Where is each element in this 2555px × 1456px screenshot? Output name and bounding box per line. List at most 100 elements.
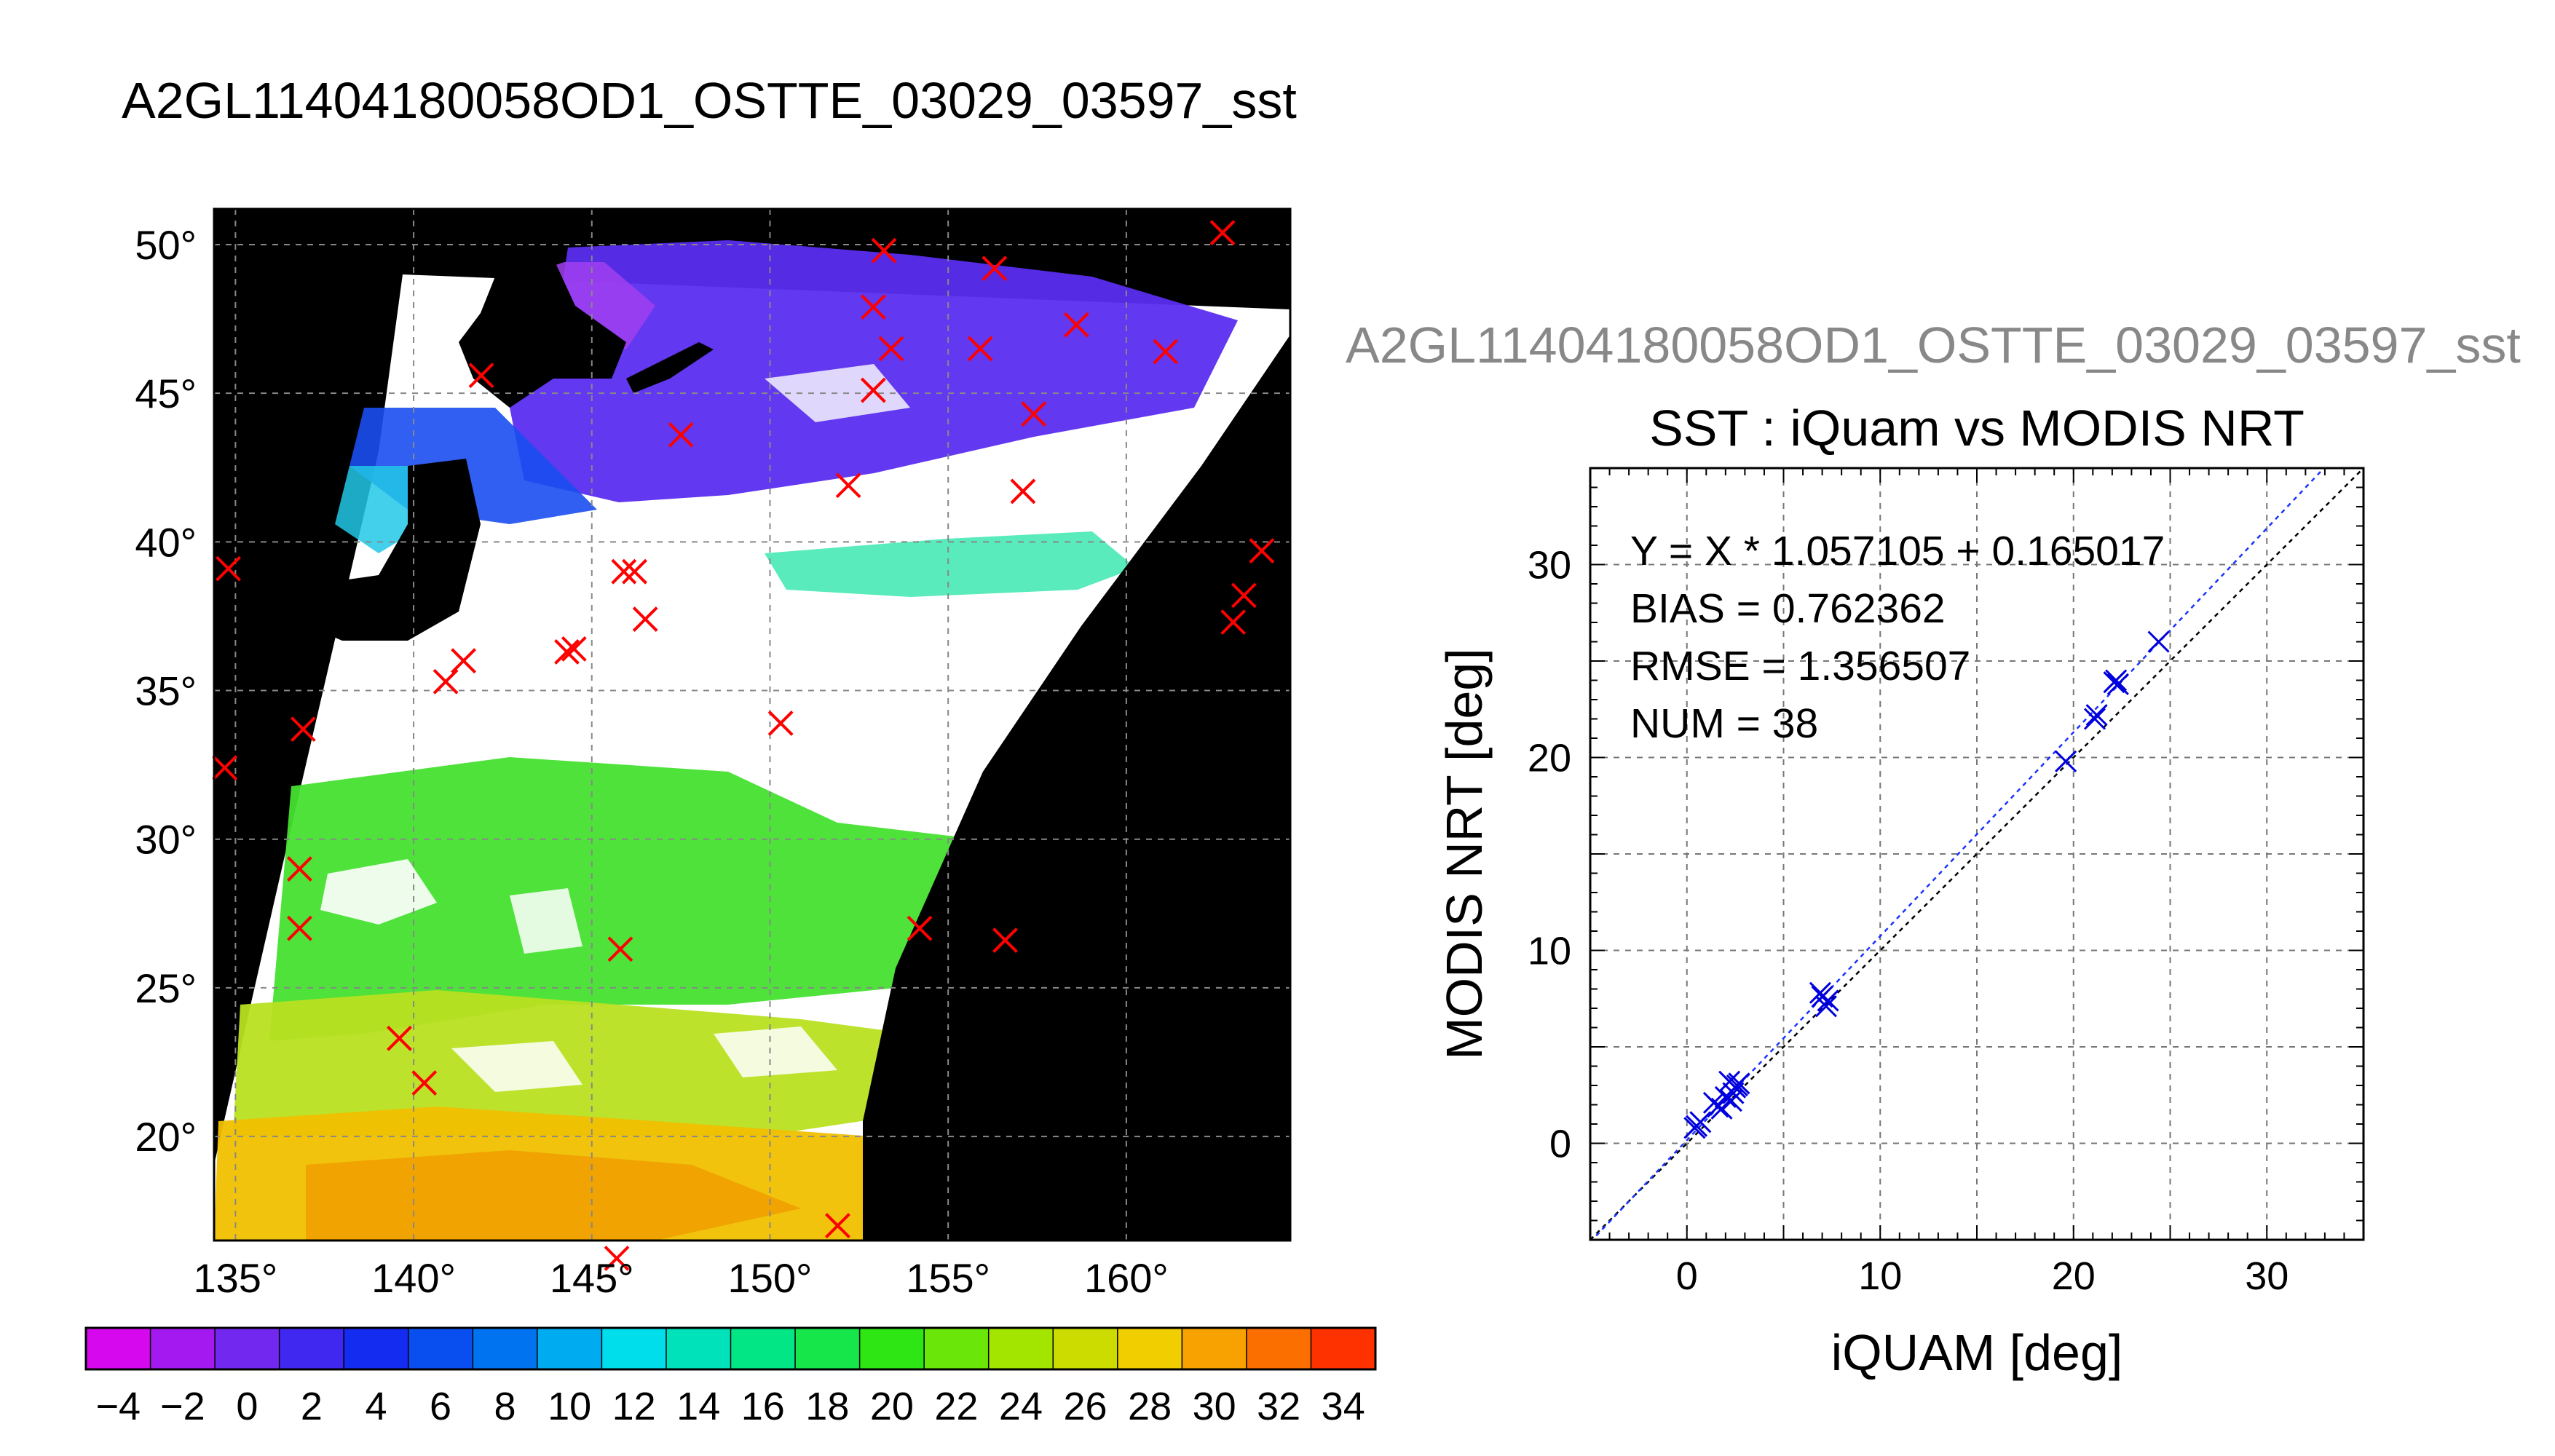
colorbar-cell xyxy=(343,1327,410,1370)
colorbar-tick-label: 16 xyxy=(741,1385,785,1428)
scatter-title: SST : iQuam vs MODIS NRT xyxy=(1649,400,2305,456)
scatter-subtitle: A2GL11404180058OD1_OSTTE_03029_03597_sst xyxy=(1346,317,2521,373)
colorbar-cell xyxy=(1181,1327,1248,1370)
colorbar-cell xyxy=(1310,1327,1377,1370)
colorbar-tick-label: 26 xyxy=(1063,1385,1107,1428)
land-kuril xyxy=(626,342,714,393)
scatter-point xyxy=(1707,1096,1729,1118)
buoy-marker xyxy=(992,927,1018,953)
y-tick-label: 30 xyxy=(1528,544,1571,587)
buoy-marker xyxy=(878,336,904,362)
colorbar-cell xyxy=(278,1327,345,1370)
map-lon-tick-labels: 135° 140° 145° 150° 155° 160° xyxy=(193,1255,1168,1301)
buoy-marker xyxy=(982,256,1008,282)
scatter-point xyxy=(1722,1082,1745,1104)
map-lon-tick-label: 135° xyxy=(193,1255,277,1301)
colorbar-cell xyxy=(149,1327,216,1370)
colorbar-cell xyxy=(794,1327,861,1370)
colorbar-cell xyxy=(666,1327,732,1370)
map-lat-tick-label: 35° xyxy=(135,668,197,714)
sst-cyan-band xyxy=(765,531,1136,597)
sst-orange-south xyxy=(306,1150,801,1241)
land-honshu xyxy=(291,459,481,641)
buoy-marker xyxy=(216,555,241,582)
colorbar-tick-labels: −4 −2 0 2 4 6 8 10 12 14 16 18 20 22 24 26 28 30 32 34 xyxy=(95,1385,1365,1428)
map-lat-tick-labels: 20° 25° 30° 35° 40° 45° 50° xyxy=(135,222,197,1160)
colorbar-cell xyxy=(1117,1327,1183,1370)
y-tick-label: 0 xyxy=(1549,1123,1571,1166)
buoy-marker xyxy=(907,915,933,941)
x-tick-label: 30 xyxy=(2245,1254,2289,1298)
scatter-point xyxy=(1817,989,1839,1012)
map-lat-tick-label: 20° xyxy=(135,1114,197,1160)
buoy-marker xyxy=(451,648,476,674)
colorbar-cell xyxy=(601,1327,668,1370)
colorbar-tick-label: 14 xyxy=(676,1385,720,1428)
buoy-marker xyxy=(212,755,238,781)
buoy-marker xyxy=(1209,220,1236,246)
sst-yellow-green xyxy=(233,990,910,1136)
bias-value: BIAS = 0.762362 xyxy=(1630,585,1946,632)
buoy-marker xyxy=(835,472,861,499)
buoy-marker xyxy=(287,915,312,941)
colorbar-frame xyxy=(84,1326,1377,1371)
map-lon-tick-label: 145° xyxy=(550,1255,634,1301)
map-frame xyxy=(213,207,1292,1242)
colorbar-tick-label: 4 xyxy=(365,1385,387,1428)
map-lat-tick-label: 40° xyxy=(135,519,197,565)
stats-annotations: Y = X * 1.057105 + 0.165017 BIAS = 0.762… xyxy=(1630,528,2165,747)
colorbar-tick-label: 34 xyxy=(1322,1385,1365,1428)
scatter-tick-marks xyxy=(1590,467,2364,1241)
map-gridlines xyxy=(214,209,1290,1241)
cloud-patch xyxy=(451,1041,583,1092)
colorbar-tick-label: 22 xyxy=(934,1385,978,1428)
colorbar-tick-label: 10 xyxy=(548,1385,591,1428)
buoy-marker xyxy=(387,1025,412,1051)
buoy-marker xyxy=(860,377,886,403)
buoy-marker xyxy=(287,856,312,882)
buoy-marker xyxy=(632,606,658,632)
x-axis-label: iQUAM [deg] xyxy=(1831,1324,2123,1381)
colorbar-cell xyxy=(858,1327,925,1370)
colorbar-tick-label: 20 xyxy=(870,1385,914,1428)
buoy-marker xyxy=(767,711,794,736)
buoy-marker xyxy=(1153,339,1179,365)
scatter-point xyxy=(1720,1090,1742,1112)
buoy-marker xyxy=(611,558,637,585)
map-lon-tick-label: 140° xyxy=(371,1255,456,1301)
buoy-marker xyxy=(561,636,587,662)
figure-title: A2GL11404180058OD1_OSTTE_03029_03597_sst xyxy=(122,72,1297,129)
buoy-marker xyxy=(1063,312,1089,338)
scatter-point xyxy=(1710,1097,1733,1120)
x-tick-label: 0 xyxy=(1676,1254,1698,1298)
colorbar-tick-label: 32 xyxy=(1257,1385,1300,1428)
y-axis-label: MODIS NRT [deg] xyxy=(1436,648,1493,1059)
colorbar-tick-label: 2 xyxy=(301,1385,323,1428)
colorbar-tick-label: 8 xyxy=(494,1385,516,1428)
colorbar-cell xyxy=(85,1327,151,1370)
rmse-value: RMSE = 1.356507 xyxy=(1630,643,1970,689)
buoy-markers xyxy=(212,220,1275,1271)
buoy-marker xyxy=(607,936,633,962)
map-lat-tick-label: 50° xyxy=(135,222,197,268)
colorbar-tick-label: 12 xyxy=(612,1385,656,1428)
colorbar-cell xyxy=(923,1327,990,1370)
buoy-marker xyxy=(622,558,647,585)
colorbar-cell xyxy=(537,1327,603,1370)
fit-equation: Y = X * 1.057105 + 0.165017 xyxy=(1630,528,2165,574)
colorbar-tick-label: 28 xyxy=(1128,1385,1172,1428)
buoy-marker xyxy=(860,294,886,320)
colorbar-tick-label: 6 xyxy=(430,1385,451,1428)
swath-layer xyxy=(214,209,1290,1241)
buoy-marker xyxy=(1021,401,1047,427)
map-lat-tick-label: 25° xyxy=(135,965,197,1011)
map-lat-tick-label: 30° xyxy=(135,817,197,863)
colorbar-tick-label: −2 xyxy=(160,1385,205,1428)
y-tick-label: 20 xyxy=(1528,737,1571,780)
scatter-y-tick-labels: 0 10 20 30 xyxy=(1528,544,1571,1166)
colorbar-cell xyxy=(1246,1327,1312,1370)
colorbar-cells xyxy=(85,1327,1377,1370)
colorbar: −4 −2 0 2 4 6 8 10 12 14 16 18 20 22 24 26 28 30 32 34 xyxy=(84,1326,1377,1428)
scatter-gridlines xyxy=(1590,468,2364,1240)
